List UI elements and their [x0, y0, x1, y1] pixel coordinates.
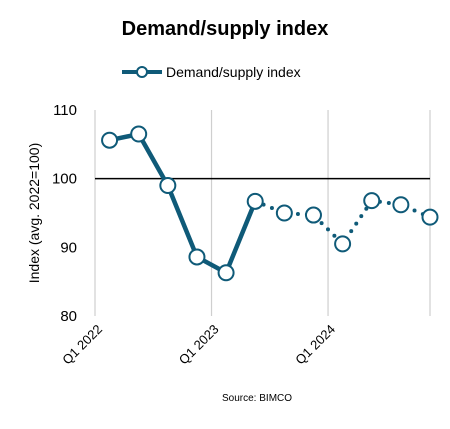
- data-point-4: [217, 264, 235, 282]
- data-point-11: [421, 208, 439, 226]
- data-point-5: [246, 192, 264, 210]
- data-point-9: [363, 192, 381, 210]
- data-point-2: [159, 177, 177, 195]
- y-tick-label-90: 90: [60, 239, 77, 256]
- y-tick-label-80: 80: [60, 308, 77, 325]
- x-tick-label-0: Q1 2022: [59, 322, 105, 368]
- legend-line-marker-icon: [122, 66, 162, 78]
- y-axis-label: Index (avg. 2022=100): [26, 143, 42, 284]
- chart-legend: Demand/supply index: [120, 62, 301, 82]
- y-tick-label-100: 100: [52, 171, 77, 188]
- data-point-6: [275, 204, 293, 222]
- x-tick-label-1: Q1 2023: [176, 322, 222, 368]
- x-tick-label-2: Q1 2024: [292, 322, 338, 368]
- data-point-0: [101, 131, 119, 149]
- data-point-10: [392, 196, 410, 214]
- chart-title: Demand/supply index: [121, 18, 329, 40]
- source-note: Source: BIMCO: [222, 393, 293, 404]
- data-point-7: [304, 206, 322, 224]
- data-point-8: [334, 235, 352, 253]
- legend-label: Demand/supply index: [166, 64, 301, 80]
- y-tick-label-110: 110: [53, 102, 77, 119]
- series-line-actual: [109, 131, 258, 275]
- data-point-1: [130, 125, 148, 143]
- data-point-3: [188, 248, 206, 266]
